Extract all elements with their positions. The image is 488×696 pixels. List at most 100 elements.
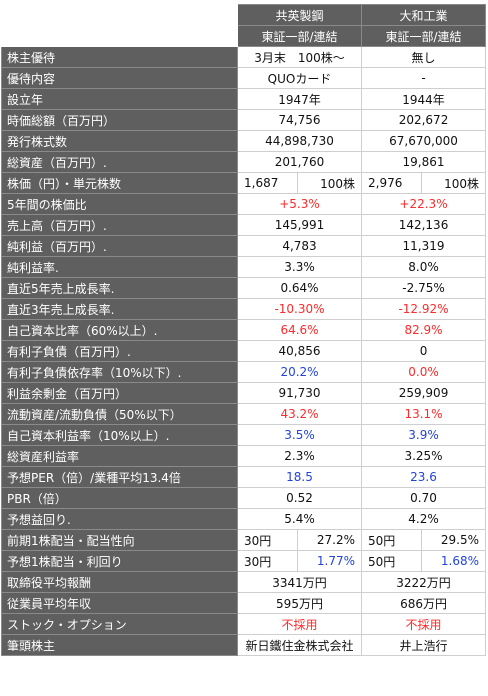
- row-label: 前期1株配当・配当性向: [1, 529, 238, 551]
- table-row: 総資産利益率 2.3% 3.25%: [1, 445, 487, 467]
- value-cell: 142,136: [361, 214, 487, 236]
- row-label: 筆頭株主: [1, 634, 238, 656]
- table-row: 5年間の株価比 +5.3% +22.3%: [1, 193, 487, 215]
- value-cell: 20.2%: [236, 361, 363, 383]
- value-cell: 3月末 100株〜: [236, 46, 363, 68]
- row-label: 自己資本利益率（10%以上）.: [1, 424, 238, 446]
- table-row: 純利益（百万円）. 4,783 11,319: [1, 235, 487, 257]
- row-label: 5年間の株価比: [1, 193, 238, 215]
- table-row: 直近3年売上成長率. -10.30% -12.92%: [1, 298, 487, 320]
- row-label: PBR（倍）: [1, 487, 238, 509]
- table-row: 発行株式数 44,898,730 67,670,000: [1, 130, 487, 152]
- value-cell: 50円: [361, 550, 423, 572]
- table-row: 予想益回り. 5.4% 4.2%: [1, 508, 487, 530]
- value-cell: 27.2%: [296, 529, 363, 551]
- value-cell: 無し: [361, 46, 487, 68]
- value-cell: 井上浩行: [361, 634, 487, 656]
- row-label: 取締役平均報酬: [1, 571, 238, 593]
- corner-cell: [1, 25, 238, 47]
- row-label: 売上高（百万円）.: [1, 214, 238, 236]
- value-cell: 不採用: [236, 613, 363, 635]
- table-row: 株価（円）・単元株数 1,687 100株 2,976 100株: [1, 172, 487, 194]
- comparison-table: 共英製鋼 大和工業 東証一部/連結 東証一部/連結 株主優待 3月末 100株〜無…: [1, 4, 487, 656]
- table-row: 有利子負債（百万円）. 40,856 0: [1, 340, 487, 362]
- value-cell: 8.0%: [361, 256, 487, 278]
- value-cell: 40,856: [236, 340, 363, 362]
- value-cell: 67,670,000: [361, 130, 487, 152]
- table-row: 予想PER（倍）/業種平均13.4倍 18.5 23.6: [1, 466, 487, 488]
- value-cell: 3222万円: [361, 571, 487, 593]
- table-row: 優待内容 QUOカード -: [1, 67, 487, 89]
- table-row: 自己資本比率（60%以上）. 64.6% 82.9%: [1, 319, 487, 341]
- table-row: 有利子負債依存率（10%以下）. 20.2% 0.0%: [1, 361, 487, 383]
- row-label: 直近5年売上成長率.: [1, 277, 238, 299]
- value-cell: 5.4%: [236, 508, 363, 530]
- row-label: 発行株式数: [1, 130, 238, 152]
- value-cell: 82.9%: [361, 319, 487, 341]
- row-label: 純利益（百万円）.: [1, 235, 238, 257]
- table-row: 時価総額（百万円） 74,756 202,672: [1, 109, 487, 131]
- value-cell: -: [361, 67, 487, 89]
- table-row: 売上高（百万円）. 145,991 142,136: [1, 214, 487, 236]
- value-cell: QUOカード: [236, 67, 363, 89]
- value-cell: 44,898,730: [236, 130, 363, 152]
- value-cell: 202,672: [361, 109, 487, 131]
- row-label: 有利子負債（百万円）.: [1, 340, 238, 362]
- table-row: 総資産（百万円）. 201,760 19,861: [1, 151, 487, 173]
- value-cell: +22.3%: [361, 193, 487, 215]
- value-cell: 91,730: [236, 382, 363, 404]
- value-cell: 1944年: [361, 88, 487, 110]
- value-cell: 1,687: [237, 172, 298, 194]
- value-cell: 1.77%: [296, 550, 363, 572]
- value-cell: 不採用: [361, 613, 487, 635]
- value-cell: 29.5%: [421, 529, 487, 551]
- row-label: ストック・オプション: [1, 613, 238, 635]
- table-row: 利益余剰金（百万円） 91,730 259,909: [1, 382, 487, 404]
- table-row: 予想1株配当・利回り 30円 1.77% 50円 1.68%: [1, 550, 487, 572]
- row-label: 予想益回り.: [1, 508, 238, 530]
- value-cell: 64.6%: [236, 319, 363, 341]
- value-cell: 30円: [237, 529, 298, 551]
- table-row: 筆頭株主 新日鐵住金株式会社 井上浩行: [1, 634, 487, 656]
- value-cell: 145,991: [236, 214, 363, 236]
- table-row: 前期1株配当・配当性向 30円 27.2% 50円 29.5%: [1, 529, 487, 551]
- table-row: 直近5年売上成長率. 0.64% -2.75%: [1, 277, 487, 299]
- value-cell: 100株: [296, 172, 363, 194]
- row-label: 自己資本比率（60%以上）.: [1, 319, 238, 341]
- row-label: 時価総額（百万円）: [1, 109, 238, 131]
- value-cell: 13.1%: [361, 403, 487, 425]
- row-label: 株価（円）・単元株数: [1, 172, 238, 194]
- value-cell: 686万円: [361, 592, 487, 614]
- table-row: 純利益率. 3.3% 8.0%: [1, 256, 487, 278]
- value-cell: +5.3%: [236, 193, 363, 215]
- table-row: 株主優待 3月末 100株〜 無し: [1, 46, 487, 68]
- value-cell: 3.3%: [236, 256, 363, 278]
- value-cell: 50円: [361, 529, 423, 551]
- value-cell: 18.5: [236, 466, 363, 488]
- row-label: 流動資産/流動負債（50%以下）: [1, 403, 238, 425]
- value-cell: -10.30%: [236, 298, 363, 320]
- value-cell: 新日鐵住金株式会社: [236, 634, 363, 656]
- value-cell: 0: [361, 340, 487, 362]
- value-cell: 23.6: [361, 466, 487, 488]
- row-label: 予想PER（倍）/業種平均13.4倍: [1, 466, 238, 488]
- company-name-1: 共英製鋼: [236, 4, 363, 26]
- value-cell: 3.9%: [361, 424, 487, 446]
- table-row: 流動資産/流動負債（50%以下） 43.2% 13.1%: [1, 403, 487, 425]
- value-cell: 3.5%: [236, 424, 363, 446]
- value-cell: 3.25%: [361, 445, 487, 467]
- corner-cell: [1, 4, 238, 26]
- value-cell: 4,783: [236, 235, 363, 257]
- value-cell: 4.2%: [361, 508, 487, 530]
- company-name-row: 共英製鋼 大和工業: [1, 4, 487, 26]
- value-cell: 0.52: [236, 487, 363, 509]
- row-label: 利益余剰金（百万円）: [1, 382, 238, 404]
- value-cell: 2.3%: [236, 445, 363, 467]
- value-cell: 3341万円: [236, 571, 363, 593]
- value-cell: 0.64%: [236, 277, 363, 299]
- value-cell: 11,319: [361, 235, 487, 257]
- row-label: 総資産利益率: [1, 445, 238, 467]
- row-label: 従業員平均年収: [1, 592, 238, 614]
- row-label: 設立年: [1, 88, 238, 110]
- value-cell: 19,861: [361, 151, 487, 173]
